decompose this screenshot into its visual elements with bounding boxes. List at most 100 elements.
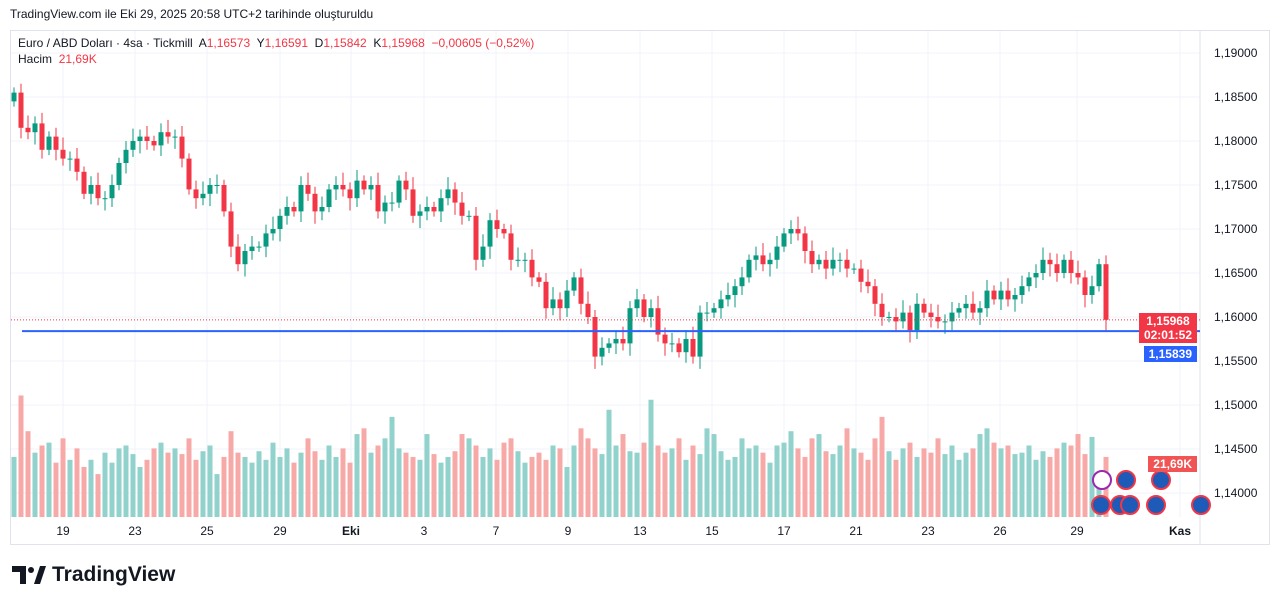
volume-bar: [158, 442, 164, 517]
candle-body: [403, 180, 409, 190]
volume-bar: [795, 448, 801, 517]
candle-body: [928, 312, 934, 317]
volume-bar: [921, 448, 927, 517]
volume-bar: [340, 448, 346, 517]
volume-bar: [459, 434, 465, 517]
volume-bar: [704, 428, 710, 517]
candle-body: [956, 308, 962, 313]
volume-bar: [977, 434, 983, 517]
volume-bar: [739, 438, 745, 517]
candle-body: [627, 308, 633, 344]
volume-bar: [557, 448, 563, 517]
volume-bar: [1033, 459, 1039, 517]
volume-bar: [823, 451, 829, 517]
y-tick-label: 1,18500: [1214, 90, 1258, 104]
candle-body: [942, 321, 948, 323]
chart-frame[interactable]: [10, 30, 1270, 545]
candle-body: [172, 136, 178, 138]
candle-body: [326, 189, 332, 207]
candle-body: [179, 136, 185, 159]
candle-body: [872, 286, 878, 304]
volume-bar: [571, 445, 577, 517]
close-value: 1,15968: [381, 36, 425, 50]
candle-body: [361, 180, 367, 190]
volume-bar: [543, 459, 549, 517]
volume-bar: [81, 466, 87, 517]
volume-bar: [585, 438, 591, 517]
volume-bar: [438, 462, 444, 517]
volume-bar: [1082, 454, 1088, 517]
candle-body: [109, 185, 115, 199]
candle-body: [893, 317, 899, 322]
y-tick-label: 1,18000: [1214, 134, 1258, 148]
volume-bar: [165, 452, 171, 517]
candle-body: [907, 312, 913, 331]
x-tick-label: 25: [200, 524, 214, 538]
candle-body: [284, 207, 290, 216]
volume-bar: [564, 466, 570, 517]
volume-bar: [991, 442, 997, 517]
candle-body: [662, 334, 668, 344]
economic-event-icon: [1151, 470, 1171, 490]
snapshot-caption: TradingView.com ile Eki 29, 2025 20:58 U…: [10, 7, 374, 21]
candle-body: [424, 207, 430, 212]
economic-event-icon: [1092, 470, 1112, 490]
volume-bar: [711, 434, 717, 517]
candle-body: [550, 299, 556, 309]
volume-bar: [865, 459, 871, 517]
candle-body: [137, 136, 143, 141]
volume-bar: [130, 454, 136, 517]
candle-body: [67, 158, 73, 160]
volume-bar: [1019, 452, 1025, 517]
x-tick-label: 13: [633, 524, 647, 538]
candle-body: [599, 347, 605, 357]
candle-body: [53, 136, 59, 150]
candle-body: [165, 132, 171, 137]
candle-body: [1005, 290, 1011, 300]
volume-bar: [956, 459, 962, 517]
candle-body: [347, 189, 353, 199]
tradingview-logo[interactable]: TradingView: [12, 563, 175, 587]
tradingview-logo-icon: [12, 566, 46, 584]
candle-body: [445, 189, 451, 199]
candle-body: [1054, 264, 1060, 273]
volume-bar: [578, 428, 584, 517]
candle-body: [487, 220, 493, 247]
volume-bar: [1005, 445, 1011, 517]
candle-body: [578, 277, 584, 304]
candle-body: [410, 189, 416, 216]
candle-body: [32, 123, 38, 133]
candle-body: [263, 233, 269, 247]
candle-body: [592, 317, 598, 357]
volume-bar: [732, 456, 738, 517]
volume-bar: [151, 448, 157, 517]
volume-bar: [998, 448, 1004, 517]
candle-body: [816, 259, 822, 265]
low-value: 1,15842: [323, 36, 367, 50]
volume-bar: [536, 452, 542, 517]
symbol-title[interactable]: Euro / ABD Doları · 4sa · Tickmill: [18, 36, 193, 50]
volume-bar: [305, 438, 311, 517]
x-tick-label: 29: [1070, 524, 1084, 538]
candle-body: [74, 158, 80, 172]
volume-bar: [508, 438, 514, 517]
candle-body: [298, 185, 304, 212]
x-tick-label: 15: [705, 524, 719, 538]
volume-bar: [648, 399, 654, 517]
candle-body: [81, 171, 87, 194]
volume-bar: [172, 448, 178, 517]
candle-body: [207, 185, 213, 194]
volume-bar: [389, 416, 395, 517]
candle-body: [228, 211, 234, 247]
candle-body: [795, 229, 801, 234]
candle-body: [529, 259, 535, 278]
volume-bar: [53, 462, 59, 517]
volume-bar: [970, 448, 976, 517]
volume-bar: [942, 454, 948, 517]
candle-body: [452, 189, 458, 203]
volume-bar: [767, 462, 773, 517]
candle-body: [1089, 286, 1095, 295]
candle-body: [396, 180, 402, 203]
volume-bar: [214, 474, 220, 517]
